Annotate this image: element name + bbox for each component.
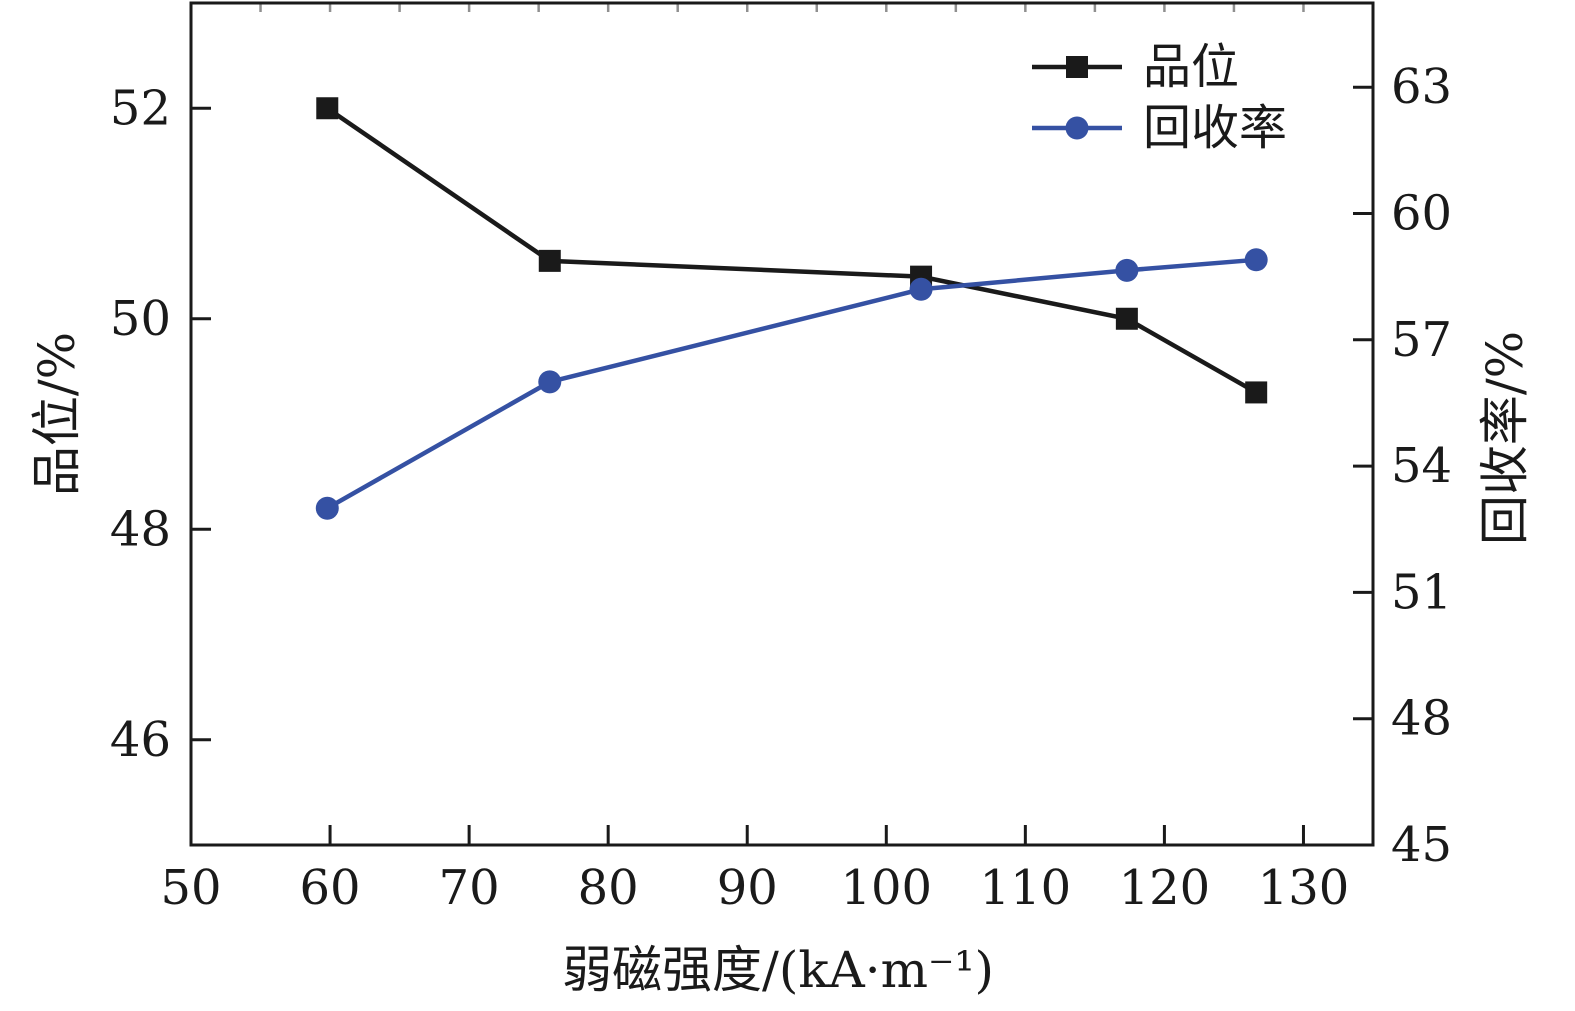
y-right-tick-label: 57 [1391, 312, 1452, 368]
data-point-品位-5 [1245, 381, 1268, 404]
legend-label-品位: 品位 [1143, 39, 1239, 95]
y-left-tick-label: 46 [110, 712, 171, 768]
data-point-回收率-1 [315, 496, 339, 520]
legend-marker-品位 [1066, 56, 1088, 78]
y-right-tick-label: 60 [1391, 186, 1452, 242]
series-line-回收率 [326, 257, 1257, 511]
y-right-tick-label: 48 [1391, 691, 1452, 747]
x-tick-label: 50 [160, 860, 221, 916]
y-right-tick-label: 63 [1391, 59, 1452, 115]
y-right-tick-label: 54 [1391, 438, 1452, 494]
x-tick-label: 80 [578, 860, 639, 916]
series-line-品位 [326, 106, 1258, 395]
data-point-回收率-2 [538, 370, 562, 394]
legend-marker-回收率 [1065, 116, 1089, 140]
y-left-tick-label: 52 [110, 80, 171, 136]
plot-layer: 50 60 70 80 90 100 110 120 130 46 48 50 52 45 48 51 54 57… [110, 1, 1452, 916]
y-right-tick-label: 51 [1391, 564, 1452, 620]
y-right-axis-title: 回收率/% [1476, 331, 1534, 545]
data-point-回收率-4 [1115, 258, 1139, 282]
x-tick-label: 110 [980, 860, 1072, 916]
x-tick-label: 60 [300, 860, 361, 916]
x-tick-label: 100 [840, 860, 932, 916]
x-tick-label: 90 [717, 860, 778, 916]
x-tick-label: 70 [439, 860, 500, 916]
y-right-tick-label: 45 [1391, 817, 1452, 873]
data-point-回收率-3 [909, 277, 933, 301]
y-left-tick-label: 50 [110, 291, 171, 347]
y-left-tick-label: 48 [110, 501, 171, 557]
legend-label-回收率: 回收率 [1143, 100, 1287, 156]
x-tick-label: 120 [1119, 860, 1211, 916]
x-tick-label: 130 [1258, 860, 1350, 916]
y-left-axis-title: 品位/% [28, 332, 86, 496]
x-axis-title: 弱磁强度/(kA·m⁻¹) [562, 941, 994, 999]
data-point-回收率-5 [1244, 248, 1268, 272]
data-point-品位-2 [538, 249, 561, 272]
plot-border [189, 1, 1375, 847]
data-point-品位-1 [316, 97, 339, 120]
data-point-品位-4 [1115, 307, 1138, 330]
